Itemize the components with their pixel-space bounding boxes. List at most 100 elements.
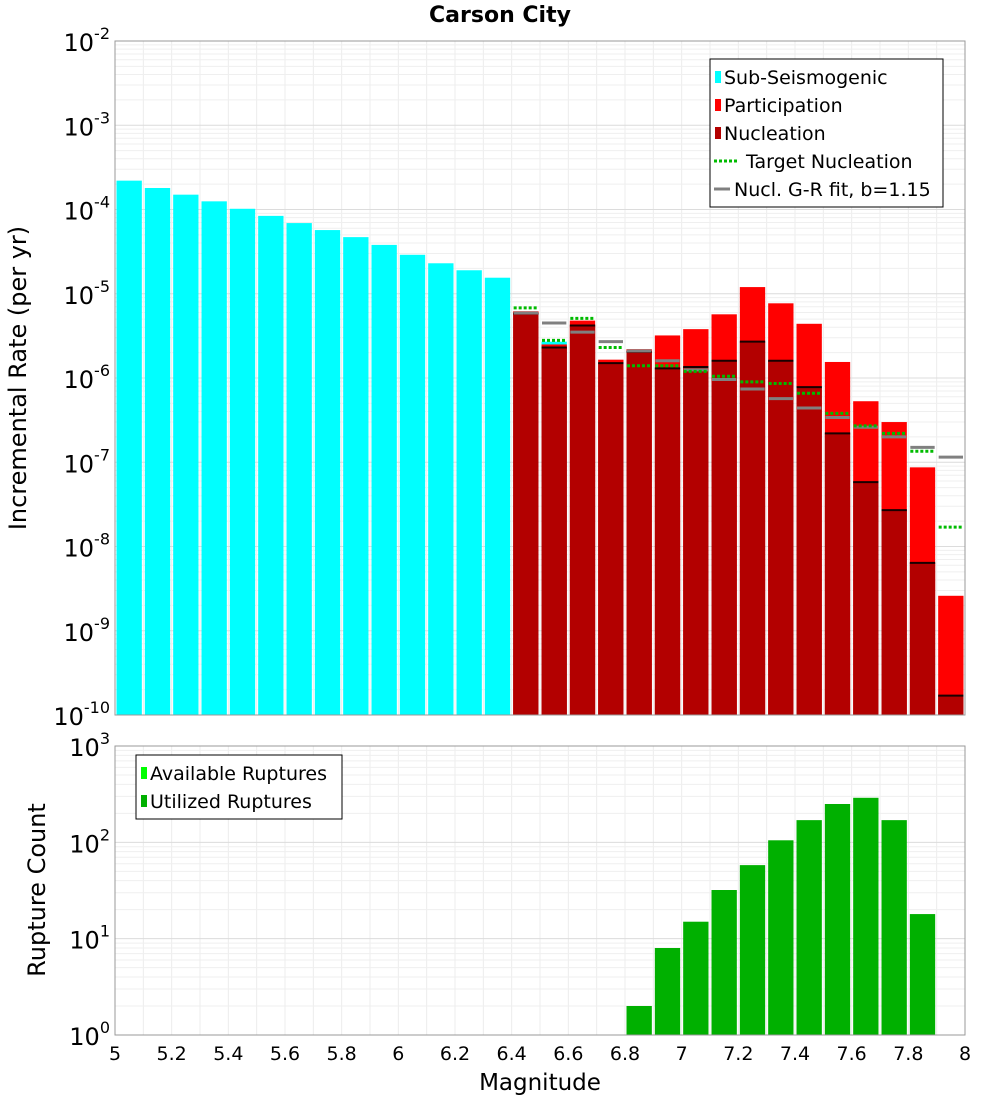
- y-tick-exponent: -4: [94, 193, 110, 212]
- sub-seismogenic-bar: [456, 270, 482, 715]
- y-tick-label: 10-2: [64, 24, 111, 57]
- y-tick-label: 10-4: [64, 193, 111, 226]
- y-tick-exponent: 1: [100, 922, 110, 941]
- x-tick-label: 5: [109, 1043, 121, 1065]
- utilized-ruptures-bar: [711, 890, 737, 1035]
- sub-seismogenic-bar: [428, 263, 454, 715]
- legend-frame: [135, 754, 343, 820]
- sub-seismogenic-bar: [173, 194, 199, 715]
- chart-title: Carson City: [429, 3, 571, 28]
- y-tick-base: 10: [69, 927, 100, 955]
- legend-swatch: [141, 795, 147, 807]
- nucleation-bar: [711, 360, 737, 715]
- x-tick-labels: 5 5.2 5.4 5.6 5.8 6 6.2 6.4 6.6 6.8 7 7.2 7.4 7.6 7.8 8: [109, 1043, 971, 1065]
- nucleation-bar: [796, 387, 822, 715]
- utilized-ruptures-bar: [881, 820, 907, 1035]
- x-tick-label: 5.6: [270, 1043, 300, 1065]
- top-y-axis-label: Incremental Rate (per yr): [4, 226, 32, 530]
- y-tick-exponent: 3: [100, 729, 110, 748]
- sub-seismogenic-bar: [258, 215, 284, 716]
- nucleation-bar: [881, 510, 907, 715]
- x-tick-label: 6: [392, 1043, 404, 1065]
- legend-label: Sub-Seismogenic: [724, 67, 888, 89]
- sub-seismogenic-bar: [144, 187, 171, 715]
- legend-swatch: [715, 127, 721, 139]
- top-bars: [116, 180, 964, 716]
- x-tick-label: 5.2: [157, 1043, 187, 1065]
- sub-seismogenic-bar: [371, 244, 397, 715]
- bottom-bars: [626, 797, 936, 1035]
- legend-swatch: [715, 99, 721, 111]
- utilized-ruptures-bar: [626, 1006, 652, 1035]
- y-tick-base: 10: [64, 535, 95, 563]
- y-tick-label: 103: [69, 729, 110, 762]
- nucleation-bar: [853, 482, 879, 715]
- sub-seismogenic-bar: [484, 277, 511, 715]
- y-tick-exponent: -10: [84, 698, 110, 717]
- utilized-ruptures-bar: [739, 865, 766, 1035]
- utilized-ruptures-bar: [853, 797, 879, 1035]
- nucleation-bar: [626, 351, 652, 715]
- y-tick-base: 10: [64, 113, 95, 141]
- y-tick-label: 10-9: [64, 614, 111, 647]
- x-tick-label: 7.2: [723, 1043, 753, 1065]
- x-tick-label: 7.6: [837, 1043, 867, 1065]
- legend-label: Nucl. G-R fit, b=1.15: [734, 179, 931, 201]
- sub-seismogenic-bar: [229, 208, 256, 715]
- nucleation-bar: [569, 325, 596, 715]
- x-tick-label: 5.8: [327, 1043, 357, 1065]
- y-tick-label: 10-7: [64, 445, 111, 478]
- utilized-ruptures-bar: [909, 914, 936, 1035]
- nucleation-bar: [938, 695, 964, 715]
- nucleation-bar: [683, 367, 709, 715]
- x-tick-label: 6.6: [553, 1043, 583, 1065]
- x-tick-label: 7.4: [780, 1043, 810, 1065]
- y-tick-exponent: -6: [94, 361, 110, 380]
- x-tick-label: 5.4: [213, 1043, 243, 1065]
- utilized-ruptures-bar: [768, 840, 794, 1035]
- sub-seismogenic-bar: [201, 201, 227, 715]
- x-tick-label: 7: [676, 1043, 688, 1065]
- y-tick-base: 10: [69, 830, 100, 858]
- y-tick-base: 10: [69, 1023, 100, 1051]
- x-tick-label: 6.4: [497, 1043, 527, 1065]
- y-tick-label: 101: [69, 922, 110, 955]
- legend-label: Nucleation: [724, 123, 826, 145]
- legend-swatch: [141, 767, 147, 779]
- nucleation-bar: [909, 562, 936, 715]
- sub-seismogenic-bar: [343, 237, 369, 715]
- legend-swatch: [715, 71, 721, 83]
- y-tick-label: 10-8: [64, 530, 111, 563]
- nucleation-bar: [541, 347, 567, 715]
- sub-seismogenic-bar: [116, 180, 142, 716]
- nucleation-bar: [654, 368, 681, 715]
- utilized-ruptures-bar: [683, 921, 709, 1035]
- y-tick-label: 10-6: [64, 361, 111, 394]
- nucleation-bar: [824, 433, 851, 715]
- top-legend: Sub-Seismogenic Participation Nucleation Ta…: [709, 58, 944, 208]
- nucleation-bar: [739, 341, 766, 715]
- bottom-legend: Available Ruptures Utilized Ruptures: [135, 754, 343, 820]
- bottom-plot-frame: [114, 745, 966, 1036]
- sub-seismogenic-bar: [399, 254, 426, 715]
- y-tick-base: 10: [69, 734, 100, 762]
- y-tick-base: 10: [64, 198, 95, 226]
- legend-label: Available Ruptures: [150, 763, 327, 785]
- y-tick-exponent: 0: [100, 1018, 110, 1037]
- bottom-y-axis-label: Rupture Count: [23, 803, 51, 977]
- legend-label: Target Nucleation: [745, 151, 913, 173]
- y-tick-exponent: -8: [94, 530, 110, 549]
- top-marker-lines: [513, 306, 964, 697]
- y-tick-label: 10-5: [64, 277, 111, 310]
- nucleation-bar: [513, 313, 539, 715]
- y-tick-exponent: -3: [94, 108, 110, 127]
- y-tick-base: 10: [64, 29, 95, 57]
- sub-seismogenic-bar: [286, 223, 312, 715]
- y-tick-exponent: 2: [100, 825, 110, 844]
- x-tick-label: 6.8: [610, 1043, 640, 1065]
- x-tick-label: 6.2: [440, 1043, 470, 1065]
- y-tick-label: 10-3: [64, 108, 111, 141]
